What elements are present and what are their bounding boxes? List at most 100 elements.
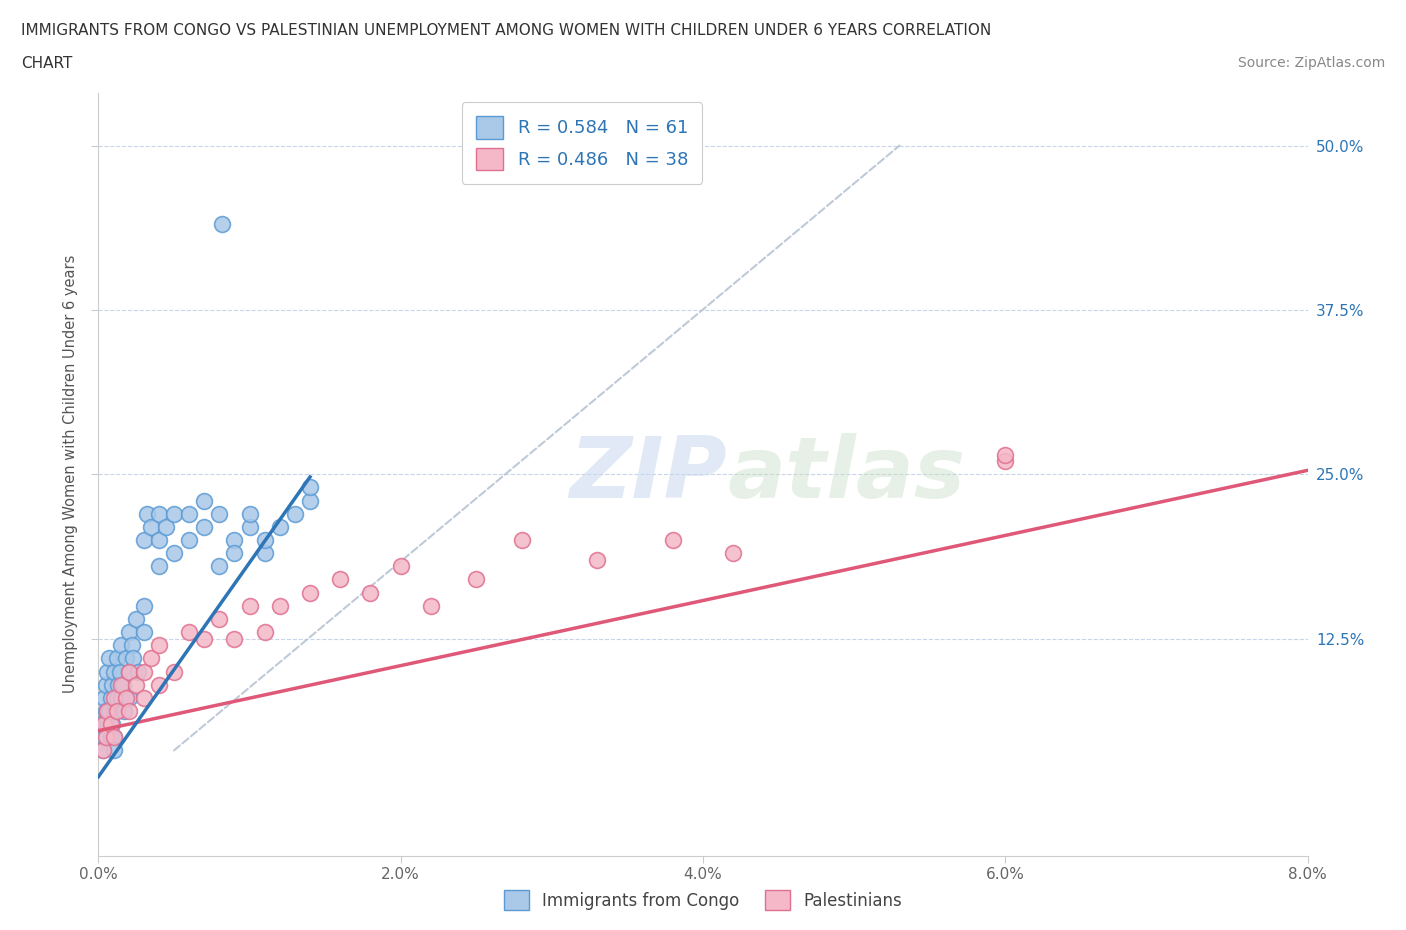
Point (110, 677, 132, 692)
Point (96, 717, 118, 732)
Point (90, 717, 112, 732)
Point (163, 664, 186, 679)
Point (179, 625, 201, 640)
Point (105, 703, 128, 718)
Point (101, 677, 124, 692)
Point (94, 730, 117, 745)
Point (118, 664, 141, 679)
Point (155, 520, 177, 535)
Point (269, 520, 291, 535)
Point (193, 631, 215, 646)
Legend: Immigrants from Congo, Palestinians: Immigrants from Congo, Palestinians (498, 884, 908, 917)
Point (135, 506, 157, 521)
Point (208, 612, 231, 627)
Point (253, 533, 276, 548)
Point (118, 664, 141, 679)
Point (389, 559, 412, 574)
Point (111, 677, 134, 692)
Point (239, 506, 262, 521)
Point (239, 520, 262, 535)
Point (132, 664, 155, 679)
Point (98, 651, 121, 666)
Point (107, 677, 129, 692)
Text: atlas: atlas (727, 432, 966, 516)
Point (103, 664, 125, 679)
Point (661, 533, 683, 548)
Point (193, 520, 215, 535)
Point (132, 533, 155, 548)
Point (148, 533, 170, 548)
Point (239, 598, 262, 613)
Point (163, 506, 186, 521)
Point (329, 572, 352, 587)
Point (114, 651, 136, 666)
Point (994, 447, 1017, 462)
Point (211, 217, 233, 232)
Point (112, 703, 135, 718)
Point (127, 664, 149, 679)
Point (208, 559, 231, 574)
Point (101, 717, 124, 732)
Point (132, 598, 155, 613)
Point (108, 664, 131, 679)
Point (179, 533, 201, 548)
Point (94, 703, 117, 718)
Point (100, 730, 122, 745)
Point (269, 598, 291, 613)
Point (125, 677, 148, 692)
Point (299, 480, 322, 495)
Point (103, 703, 125, 718)
Point (360, 585, 382, 600)
Point (141, 651, 163, 666)
Text: Source: ZipAtlas.com: Source: ZipAtlas.com (1237, 56, 1385, 70)
Point (586, 552, 609, 567)
Point (299, 585, 322, 600)
Point (103, 690, 125, 705)
Point (100, 690, 122, 705)
Point (118, 703, 141, 718)
Point (299, 493, 322, 508)
Point (105, 690, 128, 705)
Point (103, 730, 125, 745)
Point (148, 638, 170, 653)
Point (114, 690, 136, 705)
Point (91, 743, 114, 758)
Point (93, 730, 115, 745)
Point (96, 664, 118, 679)
Point (110, 638, 132, 653)
Point (121, 638, 143, 653)
Point (100, 717, 122, 732)
Point (105, 651, 128, 666)
Point (132, 625, 155, 640)
Point (163, 546, 186, 561)
Point (148, 559, 170, 574)
Point (110, 690, 132, 705)
Point (723, 546, 745, 561)
Point (253, 625, 276, 640)
Point (118, 625, 141, 640)
Text: CHART: CHART (21, 56, 73, 71)
Y-axis label: Unemployment Among Women with Children Under 6 years: Unemployment Among Women with Children U… (63, 255, 79, 694)
Point (141, 520, 163, 535)
Legend: R = 0.584   N = 61, R = 0.486   N = 38: R = 0.584 N = 61, R = 0.486 N = 38 (461, 102, 703, 184)
Text: IMMIGRANTS FROM CONGO VS PALESTINIAN UNEMPLOYMENT AMONG WOMEN WITH CHILDREN UNDE: IMMIGRANTS FROM CONGO VS PALESTINIAN UNE… (21, 23, 991, 38)
Point (93, 717, 115, 732)
Point (148, 506, 170, 521)
Point (122, 651, 145, 666)
Point (284, 506, 307, 521)
Point (132, 690, 155, 705)
Point (91, 743, 114, 758)
Point (224, 533, 246, 548)
Point (224, 631, 246, 646)
Point (253, 546, 276, 561)
Point (125, 612, 148, 627)
Point (103, 730, 125, 745)
Point (103, 743, 125, 758)
Point (465, 572, 488, 587)
Point (148, 677, 170, 692)
Point (193, 493, 215, 508)
Point (420, 598, 443, 613)
Point (179, 506, 201, 521)
Point (118, 690, 141, 705)
Point (96, 703, 118, 718)
